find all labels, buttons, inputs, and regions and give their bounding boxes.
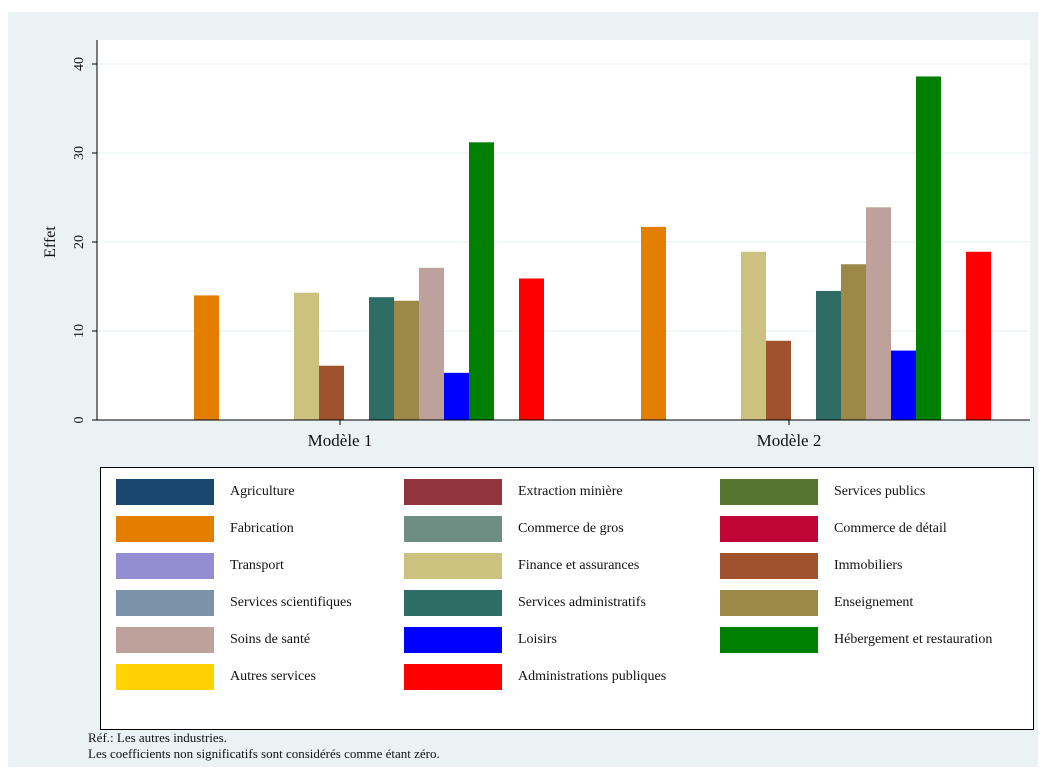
legend-swatch [720,516,818,542]
legend-label: Enseignement [834,595,914,610]
legend-label: Extraction minière [518,484,623,499]
bar-fabrication-2 [641,226,666,420]
legend-swatch [404,664,502,690]
bar-finance-et-assurances-2 [741,251,766,420]
legend-label: Services administratifs [518,595,646,610]
legend-swatch [720,627,818,653]
legend-item-fabrication: Fabrication [116,516,294,542]
legend-item-autres-services: Autres services [116,664,316,690]
legend-swatch [116,553,214,579]
legend-label: Transport [230,558,284,573]
legend-item-immobiliers: Immobiliers [720,553,902,579]
legend-swatch [404,479,502,505]
bar-immobiliers-2 [766,340,791,420]
legend-item-enseignement: Enseignement [720,590,913,616]
bar-h-bergement-et-restauration-2 [916,76,941,421]
legend-item-commerce-de-gros: Commerce de gros [404,516,624,542]
legend-swatch [116,516,214,542]
legend-label: Administrations publiques [518,669,667,684]
bar-layer [194,76,991,421]
bar-loisirs-2 [891,350,916,420]
legend-item-agriculture: Agriculture [116,479,295,505]
bar-soins-de-sant--1 [419,267,444,420]
legend-swatch [720,590,818,616]
legend-swatch [720,479,818,505]
legend-item-commerce-de-d-tail: Commerce de détail [720,516,947,542]
bar-loisirs-1 [444,372,469,420]
legend-label: Finance et assurances [518,558,640,573]
legend-item-transport: Transport [116,553,284,579]
legend-label: Hébergement et restauration [834,632,993,647]
legend-label: Loisirs [518,632,557,647]
legend-swatch [116,590,214,616]
legend-swatch [404,516,502,542]
legend-item-loisirs: Loisirs [404,627,557,653]
footnotes: Réf.: Les autres industries. Les coeffic… [88,730,440,762]
legend-label: Commerce de détail [834,521,947,536]
bar-enseignement-2 [841,264,866,420]
y-tick-label-20: 20 [72,235,87,249]
footnote-reference: Réf.: Les autres industries. [88,730,227,745]
legend-item-services-publics: Services publics [720,479,925,505]
plot-area: 0 10 20 30 40 Modèle 1 Modèle 2 Effet [42,40,1030,450]
legend-swatch [116,479,214,505]
legend-swatch [404,590,502,616]
bar-soins-de-sant--2 [866,207,891,420]
legend-item-services-administratifs: Services administratifs [404,590,646,616]
axis-layer: 0 10 20 30 40 Modèle 1 Modèle 2 [72,40,1030,450]
y-tick-label-40: 40 [72,57,87,71]
legend-item-soins-de-sant-: Soins de santé [116,627,310,653]
legend: Agriculture Extraction minière Services pu… [100,467,1034,730]
footnote-coefficients: Les coefficients non significatifs sont … [88,746,440,761]
bar-services-administratifs-1 [369,297,394,420]
legend-label: Commerce de gros [518,521,624,536]
x-tick-label-1: Modèle 1 [308,431,373,450]
bar-immobiliers-1 [319,365,344,420]
legend-item-finance-et-assurances: Finance et assurances [404,553,639,579]
bar-finance-et-assurances-1 [294,292,319,420]
legend-swatch [720,553,818,579]
legend-item-extraction-mini-re: Extraction minière [404,479,623,505]
legend-label: Autres services [230,669,316,684]
legend-label: Services scientifiques [230,595,352,610]
y-tick-label-30: 30 [72,146,87,160]
legend-swatch [116,664,214,690]
bar-services-administratifs-2 [816,290,841,420]
legend-item-h-bergement-et-restauration: Hébergement et restauration [720,627,992,653]
y-tick-label-10: 10 [72,324,87,338]
legend-item-administrations-publiques: Administrations publiques [404,664,666,690]
legend-item-services-scientifiques: Services scientifiques [116,590,352,616]
legend-label: Soins de santé [230,632,311,647]
legend-label: Services publics [834,484,926,499]
bar-administrations-publiques-1 [519,278,544,420]
x-tick-label-2: Modèle 2 [757,431,822,450]
chart-frame: 0 10 20 30 40 Modèle 1 Modèle 2 Effet Agricult… [8,12,1038,767]
legend-label: Fabrication [230,521,294,536]
legend-swatch [404,553,502,579]
legend-swatch [404,627,502,653]
legend-label: Agriculture [230,484,295,499]
y-tick-label-0: 0 [72,417,87,424]
legend-label: Immobiliers [834,558,903,573]
bar-fabrication-1 [194,295,219,420]
y-axis-label: Effet [42,226,59,258]
bar-administrations-publiques-2 [966,251,991,420]
legend-swatch [116,627,214,653]
bar-enseignement-1 [394,300,419,420]
bar-h-bergement-et-restauration-1 [469,142,494,420]
